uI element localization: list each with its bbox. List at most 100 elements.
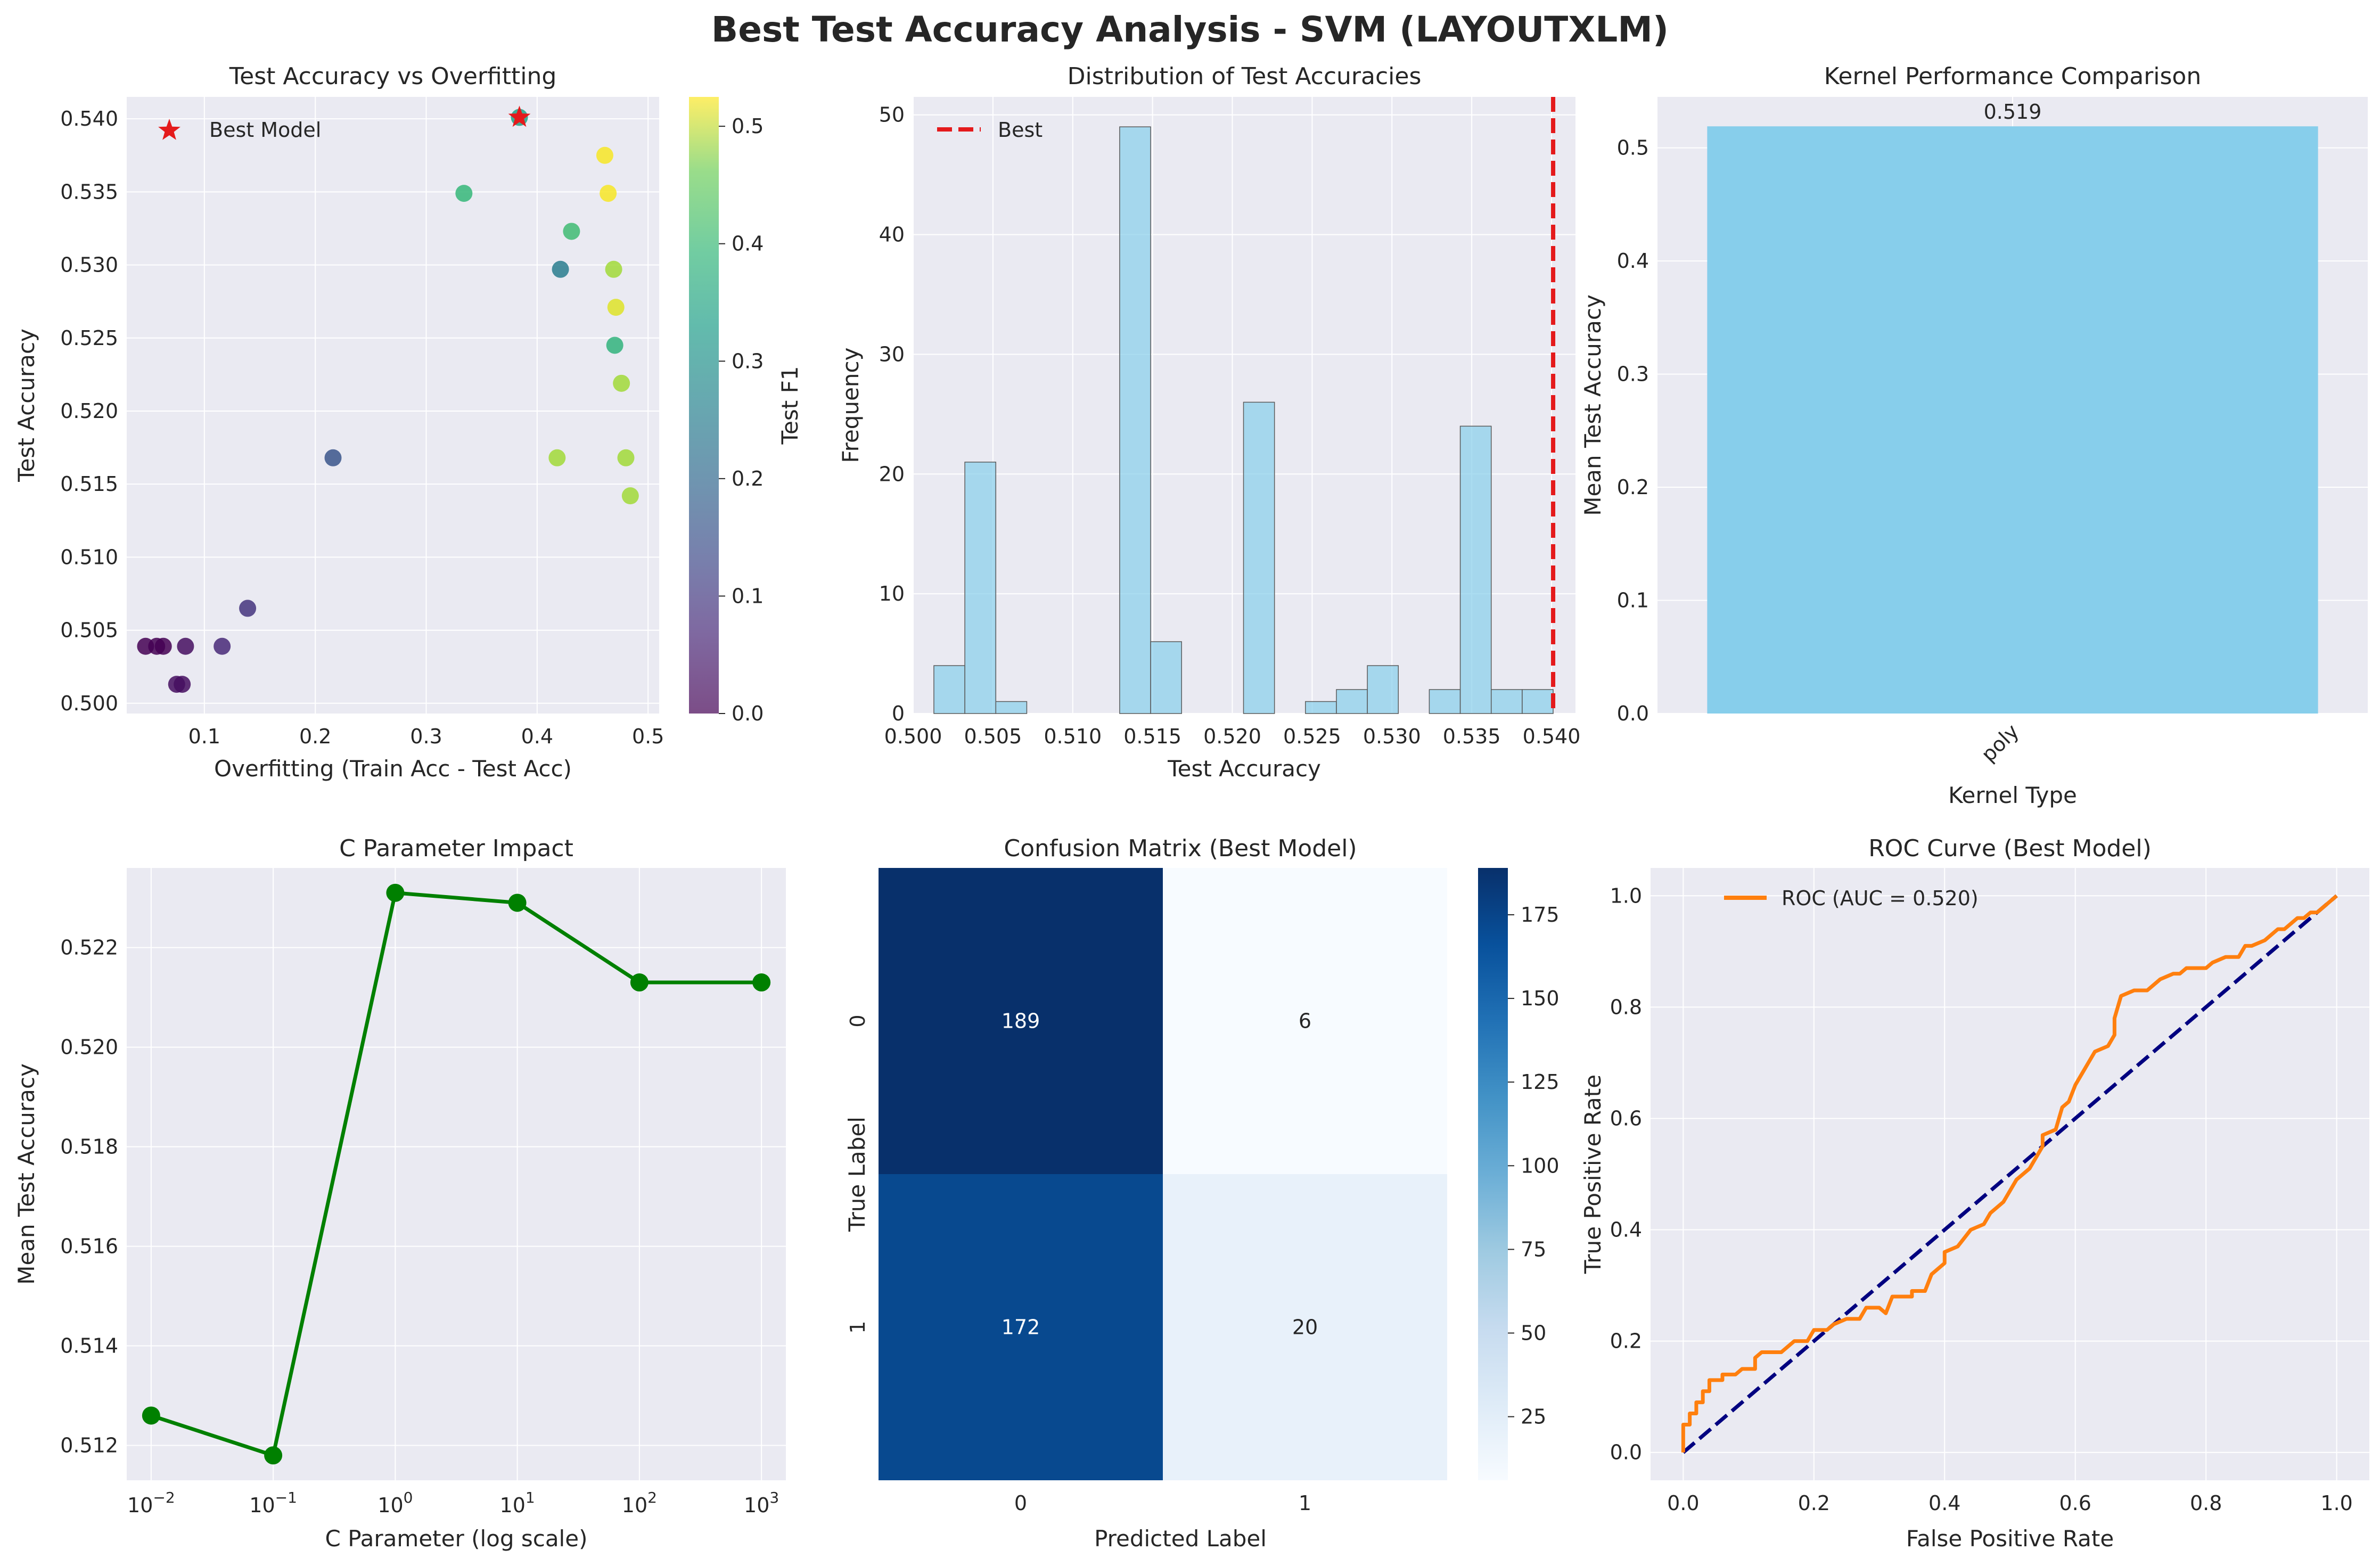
scatter-point [563, 223, 580, 240]
y-tick-label: 0.3 [1617, 363, 1649, 386]
y-tick-label: 0.4 [1610, 1218, 1642, 1242]
colorbar [689, 97, 719, 714]
histogram-bar [1367, 665, 1399, 714]
x-axis-label: False Positive Rate [1906, 1526, 2114, 1552]
colorbar-tick-label: 50 [1521, 1321, 1546, 1344]
y-tick-label: 0.5 [1617, 136, 1649, 160]
y-tick-label: 20 [879, 462, 905, 486]
legend-label: Best Model [209, 118, 321, 142]
y-ticks: 0.0 0.2 0.4 0.6 0.8 1.0 [1610, 884, 1642, 1464]
histogram-bar [1305, 701, 1337, 714]
y-tick-label: 0.518 [60, 1135, 118, 1159]
confusion-cell [879, 868, 1163, 1174]
c-parameter-line [150, 891, 762, 1458]
x-tick-label: 0.0 [1667, 1491, 1699, 1515]
legend-label: ROC (AUC = 0.520) [1782, 887, 1979, 910]
best-model-star [508, 105, 531, 127]
y-tick-label: 0.510 [60, 545, 118, 569]
confusion-cell-value: 189 [1002, 1010, 1040, 1033]
x-tick-label: 100 [377, 1489, 413, 1517]
y-tick-label: 0.530 [60, 253, 118, 277]
legend: Best [937, 118, 1043, 142]
y-tick-label: 0.2 [1617, 475, 1649, 499]
x-axis-label: Predicted Label [1094, 1526, 1267, 1552]
x-tick-label: 0.3 [410, 725, 442, 748]
scatter-point [605, 260, 622, 278]
c-parameter-point [752, 973, 771, 992]
x-tick-label: 0.540 [1523, 725, 1581, 748]
y-tick-label: 0.522 [60, 936, 118, 960]
scatter-point [617, 449, 635, 466]
x-tick-label: 0.500 [884, 725, 942, 748]
plot-area [127, 868, 786, 1480]
scatter-point [621, 487, 639, 505]
legend: ROC (AUC = 0.520) [1724, 887, 1979, 910]
scatter-point [607, 299, 625, 316]
y-tick-label: 0.520 [60, 399, 118, 423]
y-ticks: 0.500 0.505 0.510 0.515 0.520 0.525 0.530 0.535… [60, 107, 118, 715]
chance-diagonal [1682, 894, 2338, 1454]
colorbar-tick-label: 25 [1521, 1405, 1546, 1429]
c-parameter-point [508, 893, 527, 912]
kernel-bar [1707, 126, 2318, 714]
x-tick-label: 1.0 [2320, 1491, 2352, 1515]
scatter-point [324, 449, 342, 466]
kernel-bar-panel: 0.519 poly 0.0 0.1 0.2 0.3 0.4 0.5 Kernel Per… [1580, 63, 2368, 808]
confusion-cell [879, 1174, 1163, 1480]
histogram-bar [1429, 689, 1461, 714]
y-tick-label: 0.4 [1617, 249, 1649, 273]
y-tick-label: 0.535 [60, 180, 118, 203]
x-tick-label: 0.525 [1283, 725, 1341, 748]
histogram-bar [1243, 401, 1275, 714]
y-axis-label: True Label [844, 1117, 870, 1232]
x-ticks: poly [1976, 719, 2023, 766]
x-tick-label: 0.4 [521, 725, 553, 748]
y-axis-label: Test Accuracy [13, 329, 39, 482]
c-parameter-point [386, 883, 405, 902]
x-tick-label: 101 [500, 1489, 535, 1517]
x-tick-label: 0.510 [1044, 725, 1102, 748]
colorbar-tick-label: 100 [1521, 1154, 1560, 1177]
x-tick-label: poly [1976, 719, 2023, 766]
confusion-cell [1163, 1174, 1447, 1480]
y-tick-label: 0.505 [60, 619, 118, 642]
x-axis-label: C Parameter (log scale) [325, 1526, 588, 1552]
x-ticks: 0.0 0.2 0.4 0.6 0.8 1.0 [1667, 1491, 2353, 1515]
legend: Best Model [158, 118, 321, 142]
colorbar [1478, 868, 1508, 1480]
histogram-panel: 0.500 0.505 0.510 0.515 0.520 0.525 0.530 0.535… [838, 63, 1580, 782]
panel-title: Kernel Performance Comparison [1824, 63, 2201, 90]
colorbar-label: Test F1 [777, 366, 803, 445]
grid [127, 868, 786, 1480]
y-tick-label: 0.0 [1617, 702, 1649, 725]
y-tick-label: 0.512 [60, 1434, 118, 1457]
x-tick-label: 1 [1299, 1491, 1311, 1515]
confusion-cells: 189 6 172 20 [879, 868, 1447, 1480]
c-parameter-point [264, 1446, 283, 1465]
x-tick-label: 0.515 [1123, 725, 1181, 748]
confusion-cell-value: 20 [1292, 1316, 1318, 1339]
scatter-point [552, 260, 569, 278]
scatter-point [177, 637, 194, 655]
scatter-point [606, 337, 623, 354]
roc-curve [1681, 894, 2338, 1453]
histogram-bar [995, 701, 1028, 714]
x-tick-label: 103 [744, 1489, 779, 1517]
x-tick-label: 0.6 [2059, 1491, 2091, 1515]
x-tick-label: 0.2 [1798, 1491, 1830, 1515]
scatter-point [600, 185, 617, 202]
scatter-point [455, 185, 473, 202]
y-tick-label: 0.540 [60, 107, 118, 130]
scatter-panel: 0.1 0.2 0.3 0.4 0.5 0.500 0.505 0.510 0.515 0.52… [13, 63, 803, 782]
panel-title: ROC Curve (Best Model) [1868, 835, 2152, 862]
panel-title: Confusion Matrix (Best Model) [1004, 835, 1357, 862]
x-tick-label: 0.530 [1363, 725, 1421, 748]
c-parameter-line [142, 883, 771, 1465]
scatter-point [214, 637, 231, 655]
confusion-cell-value: 172 [1002, 1316, 1040, 1339]
x-tick-label: 10−1 [249, 1489, 297, 1517]
histogram-bar [1522, 689, 1554, 714]
y-tick-label: 0.514 [60, 1334, 118, 1358]
